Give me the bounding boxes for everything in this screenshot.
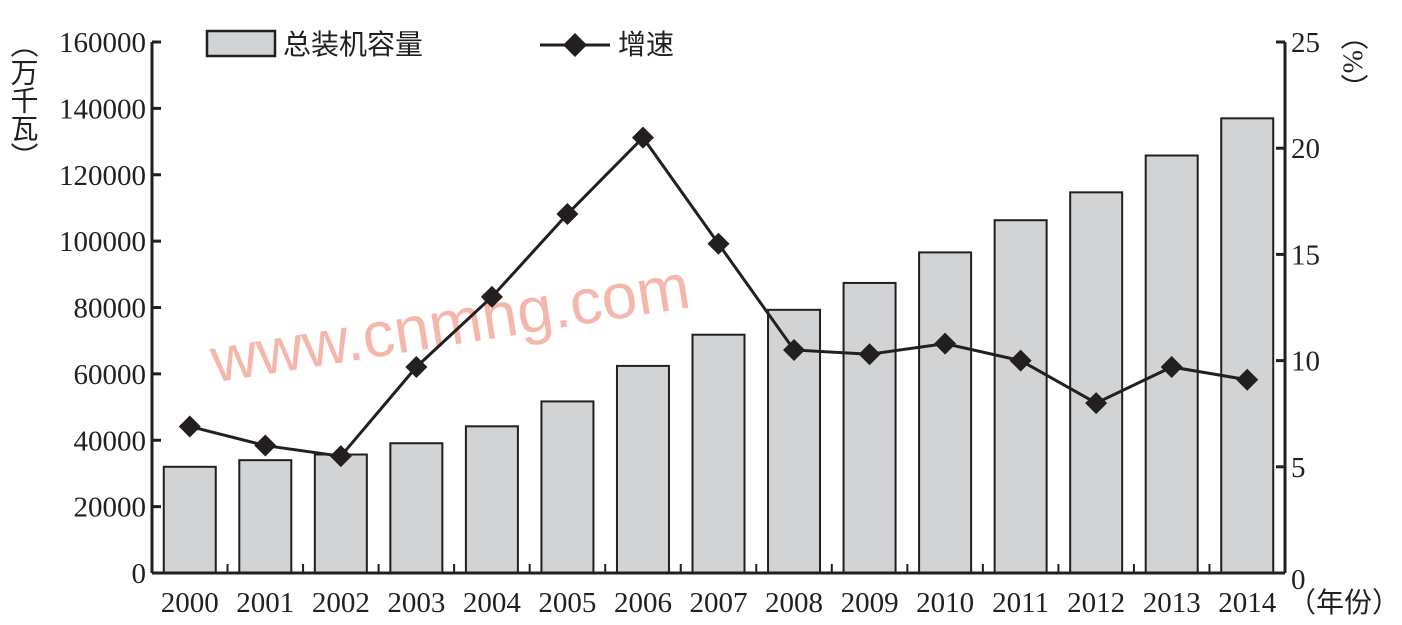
bar-2000 xyxy=(162,465,217,574)
right-tick-label: 15 xyxy=(1291,239,1320,271)
bar-2012 xyxy=(1069,191,1124,574)
right-tick-label: 5 xyxy=(1291,452,1306,484)
bar-2011 xyxy=(993,219,1048,574)
left-tick-label: 80000 xyxy=(74,293,147,325)
legend: 总装机容量 增速 xyxy=(205,29,674,61)
growth-marker-2001 xyxy=(254,434,277,457)
left-tick-label: 60000 xyxy=(74,359,147,391)
x-tick-label: 2013 xyxy=(1143,587,1201,619)
bar-2002 xyxy=(313,453,368,575)
left-tick-label: 140000 xyxy=(59,93,146,125)
bar-2014 xyxy=(1220,117,1275,575)
right-tick-label: 25 xyxy=(1291,27,1320,59)
right-axis-title: （%） xyxy=(1337,22,1369,101)
legend-bar-label: 总装机容量 xyxy=(283,29,423,61)
x-tick-label: 2011 xyxy=(992,587,1049,619)
legend-bar-swatch xyxy=(205,29,277,58)
x-axis-title: （年份） xyxy=(1288,587,1400,619)
left-tick-label: 20000 xyxy=(74,492,147,524)
x-tick-label: 2006 xyxy=(614,587,672,619)
left-axis-title: （万千瓦） xyxy=(7,30,39,170)
growth-marker-2010 xyxy=(934,332,957,355)
x-tick-label: 2002 xyxy=(312,587,370,619)
x-tick-label: 2000 xyxy=(161,587,219,619)
growth-marker-2009 xyxy=(858,343,881,366)
x-tick-label: 2007 xyxy=(690,587,748,619)
x-tick-label: 2014 xyxy=(1218,587,1277,619)
growth-marker-2014 xyxy=(1236,368,1259,391)
x-tick-label: 2012 xyxy=(1067,587,1125,619)
left-tick-label: 120000 xyxy=(59,160,146,192)
growth-marker-2012 xyxy=(1085,392,1108,415)
right-tick-label: 0 xyxy=(1291,564,1306,596)
x-tick-label: 2004 xyxy=(463,587,522,619)
growth-marker-2005 xyxy=(556,203,579,226)
left-tick-label: 40000 xyxy=(74,425,147,457)
right-tick-label: 20 xyxy=(1291,133,1320,165)
bar-2003 xyxy=(389,442,444,574)
x-tick-label: 2003 xyxy=(387,587,445,619)
x-tick-label: 2001 xyxy=(236,587,294,619)
legend-line-label: 增速 xyxy=(618,29,674,61)
x-tick-label: 2010 xyxy=(916,587,974,619)
x-tick-label: 2005 xyxy=(538,587,596,619)
bar-2005 xyxy=(540,400,595,574)
bar-2001 xyxy=(238,459,293,575)
growth-marker-2006 xyxy=(631,126,654,149)
x-tick-label: 2008 xyxy=(765,587,823,619)
growth-marker-2008 xyxy=(783,338,806,361)
growth-marker-2007 xyxy=(707,232,730,255)
left-tick-label: 160000 xyxy=(59,27,146,59)
x-tick-label: 2009 xyxy=(841,587,899,619)
bar-2009 xyxy=(842,281,897,574)
growth-marker-2004 xyxy=(480,285,503,308)
left-tick-label: 0 xyxy=(132,558,147,590)
growth-marker-2011 xyxy=(1009,349,1032,372)
left-tick-label: 100000 xyxy=(59,226,146,258)
growth-marker-2013 xyxy=(1160,355,1183,378)
growth-marker-2002 xyxy=(329,445,352,468)
legend-line-marker xyxy=(563,33,587,57)
bar-2010 xyxy=(918,251,973,574)
bar-2006 xyxy=(615,364,670,574)
right-tick-label: 10 xyxy=(1291,346,1320,378)
growth-marker-2003 xyxy=(405,355,428,378)
bar-2007 xyxy=(691,333,746,574)
bar-2004 xyxy=(464,425,519,574)
growth-marker-2000 xyxy=(178,415,201,438)
